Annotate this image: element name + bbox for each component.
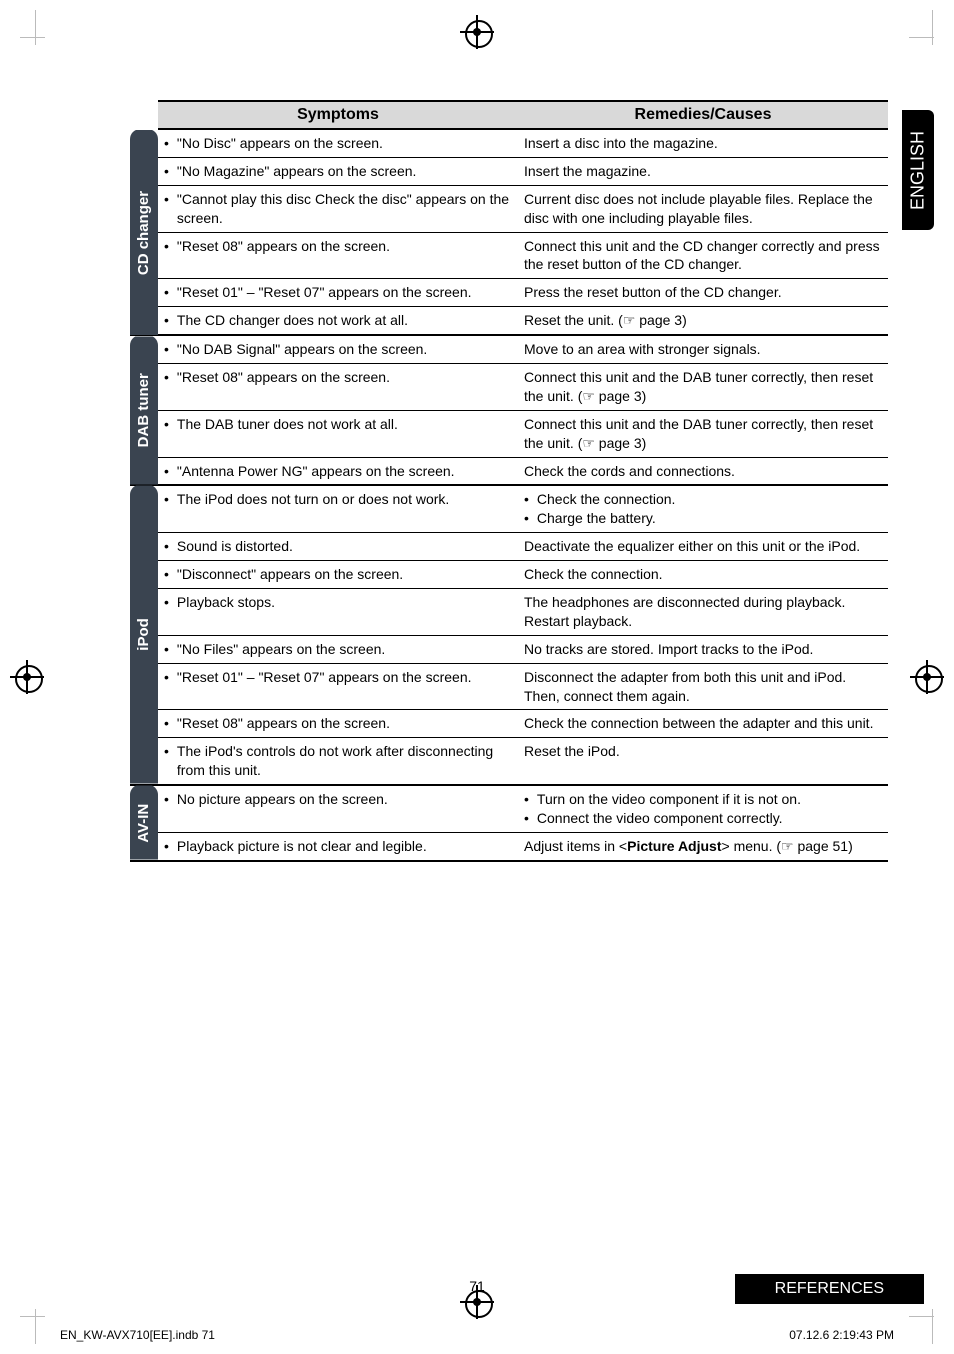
print-date: 07.12.6 2:19:43 PM (789, 1328, 894, 1342)
remedy-text: Connect this unit and the CD changer cor… (518, 232, 888, 279)
remedy-text: Turn on the video component if it is not… (518, 785, 888, 832)
table-header-row: Symptoms Remedies/Causes (130, 101, 888, 129)
symptom-text: The DAB tuner does not work at all. (164, 415, 512, 434)
table-row: "Reset 08" appears on the screen. Check … (130, 710, 888, 738)
symptom-text: "Reset 08" appears on the screen. (164, 237, 512, 256)
table-row: Playback stops. The headphones are disco… (130, 589, 888, 636)
symptom-text: Playback stops. (164, 593, 512, 612)
table-row: The DAB tuner does not work at all. Conn… (130, 410, 888, 457)
table-row: DAB tuner "No DAB Signal" appears on the… (130, 335, 888, 363)
registration-mark-right (915, 665, 939, 689)
remedy-text: Deactivate the equalizer either on this … (518, 533, 888, 561)
symptom-text: "Reset 08" appears on the screen. (164, 714, 512, 733)
symptom-text: "Disconnect" appears on the screen. (164, 565, 512, 584)
remedy-text: Disconnect the adapter from both this un… (518, 663, 888, 710)
registration-mark-top (465, 20, 489, 44)
table-row: AV-IN No picture appears on the screen. … (130, 785, 888, 832)
remedy-text: Insert the magazine. (518, 157, 888, 185)
crop-mark-bl (20, 1316, 45, 1344)
crop-mark-br (924, 1316, 934, 1344)
table-row: Playback picture is not clear and legibl… (130, 832, 888, 860)
table-row: "No Files" appears on the screen. No tra… (130, 635, 888, 663)
symptom-text: "No DAB Signal" appears on the screen. (164, 340, 512, 359)
header-remedies: Remedies/Causes (518, 101, 888, 129)
symptom-text: "Reset 08" appears on the screen. (164, 368, 512, 387)
remedy-text: The headphones are disconnected during p… (518, 589, 888, 636)
symptom-text: Playback picture is not clear and legibl… (164, 837, 512, 856)
remedy-text: Check the connection. Charge the battery… (518, 485, 888, 532)
symptom-text: The iPod's controls do not work after di… (164, 742, 512, 780)
troubleshooting-table: Symptoms Remedies/Causes CD changer "No … (130, 100, 860, 862)
remedy-text: Reset the iPod. (518, 738, 888, 785)
table-row: "No Magazine" appears on the screen. Ins… (130, 157, 888, 185)
symptom-text: No picture appears on the screen. (164, 790, 512, 809)
table-row: iPod The iPod does not turn on or does n… (130, 485, 888, 532)
table-row: CD changer "No Disc" appears on the scre… (130, 129, 888, 157)
symptom-text: "No Files" appears on the screen. (164, 640, 512, 659)
section-dab-tuner: DAB tuner (130, 335, 158, 485)
table-row: Sound is distorted. Deactivate the equal… (130, 533, 888, 561)
remedy-text: Check the connection. (518, 561, 888, 589)
table-row: "Reset 01" – "Reset 07" appears on the s… (130, 663, 888, 710)
table-row: The iPod's controls do not work after di… (130, 738, 888, 785)
table-row: "Cannot play this disc Check the disc" a… (130, 185, 888, 232)
remedy-text: Insert a disc into the magazine. (518, 129, 888, 157)
table-row: "Reset 08" appears on the screen. Connec… (130, 364, 888, 411)
table-row: The CD changer does not work at all. Res… (130, 307, 888, 335)
table-row: "Antenna Power NG" appears on the screen… (130, 457, 888, 485)
page-number: 71 (469, 1278, 485, 1294)
remedy-bullet: Turn on the video component if it is not… (524, 790, 882, 809)
remedy-text: Current disc does not include playable f… (518, 185, 888, 232)
symptom-text: "Antenna Power NG" appears on the screen… (164, 462, 512, 481)
section-cd-changer: CD changer (130, 129, 158, 335)
remedy-text: Check the connection between the adapter… (518, 710, 888, 738)
remedy-text: Connect this unit and the DAB tuner corr… (518, 410, 888, 457)
symptom-text: "Cannot play this disc Check the disc" a… (164, 190, 512, 228)
section-ipod: iPod (130, 485, 158, 785)
header-symptoms: Symptoms (158, 101, 518, 129)
symptom-text: Sound is distorted. (164, 537, 512, 556)
table-row: "Disconnect" appears on the screen. Chec… (130, 561, 888, 589)
symptom-text: "No Magazine" appears on the screen. (164, 162, 512, 181)
section-av-in: AV-IN (130, 785, 158, 861)
language-tab: ENGLISH (902, 110, 934, 230)
remedy-text: Connect this unit and the DAB tuner corr… (518, 364, 888, 411)
crop-mark-tl (20, 10, 45, 38)
remedy-bullet: Check the connection. (524, 490, 882, 509)
symptom-text: The iPod does not turn on or does not wo… (164, 490, 512, 509)
symptom-text: "Reset 01" – "Reset 07" appears on the s… (164, 283, 512, 302)
table-row: "Reset 08" appears on the screen. Connec… (130, 232, 888, 279)
symptom-text: The CD changer does not work at all. (164, 311, 512, 330)
references-tab: REFERENCES (735, 1274, 924, 1304)
registration-mark-left (15, 665, 39, 689)
remedy-bullet: Charge the battery. (524, 509, 882, 528)
remedy-text: Press the reset button of the CD changer… (518, 279, 888, 307)
table-row: "Reset 01" – "Reset 07" appears on the s… (130, 279, 888, 307)
symptom-text: "Reset 01" – "Reset 07" appears on the s… (164, 668, 512, 687)
crop-mark-tr (924, 10, 934, 38)
page: ENGLISH Symptoms Remedies/Causes CD chan… (0, 0, 954, 1354)
remedy-bullet: Connect the video component correctly. (524, 809, 882, 828)
remedy-text: Check the cords and connections. (518, 457, 888, 485)
print-info: EN_KW-AVX710[EE].indb 71 07.12.6 2:19:43… (60, 1328, 894, 1342)
symptom-text: "No Disc" appears on the screen. (164, 134, 512, 153)
remedy-text: No tracks are stored. Import tracks to t… (518, 635, 888, 663)
remedy-text: Adjust items in <Picture Adjust> menu. (… (518, 832, 888, 860)
remedy-text: Reset the unit. (☞ page 3) (518, 307, 888, 335)
remedy-text: Move to an area with stronger signals. (518, 335, 888, 363)
print-file: EN_KW-AVX710[EE].indb 71 (60, 1328, 215, 1342)
